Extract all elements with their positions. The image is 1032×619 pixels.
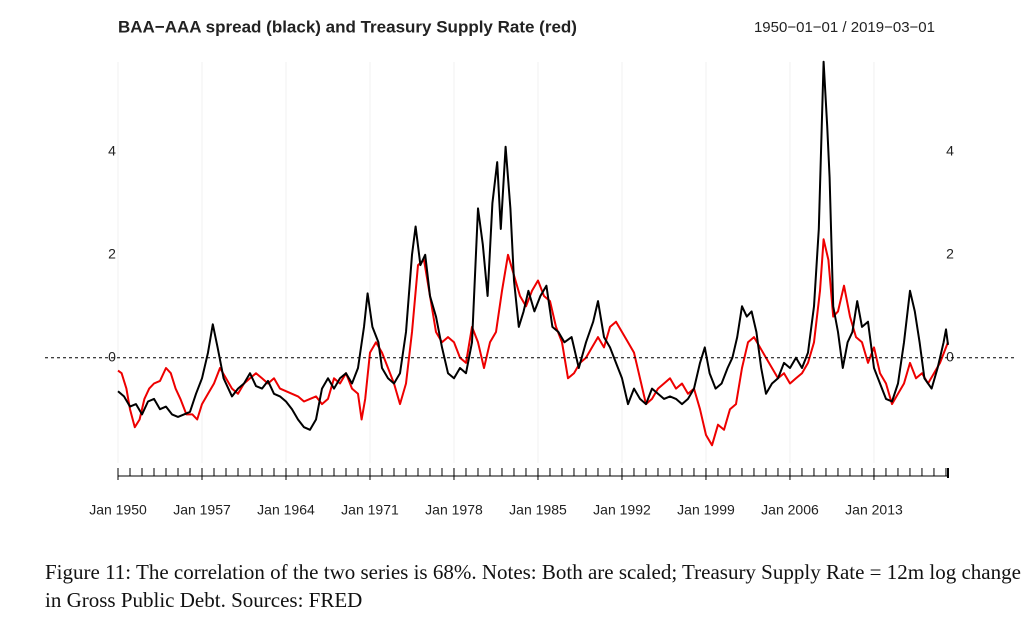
x-tick-label: Jan 1978 [425, 502, 483, 518]
chart: BAA−AAA spread (black) and Treasury Supp… [45, 17, 1015, 518]
chart-title: BAA−AAA spread (black) and Treasury Supp… [118, 17, 577, 36]
y-tick-label: 2 [108, 245, 116, 261]
x-tick-label: Jan 1992 [593, 502, 651, 518]
y2-tick-label: 0 [946, 348, 954, 364]
x-tick-label: Jan 1985 [509, 502, 567, 518]
series-line [117, 60, 949, 431]
y-tick-label: 4 [108, 143, 116, 159]
x-tick-label: Jan 2006 [761, 502, 819, 518]
x-tick-label: Jan 2013 [845, 502, 903, 518]
chart-subtitle: 1950−01−01 / 2019−03−01 [754, 19, 935, 36]
x-tick-label: Jan 1950 [89, 502, 147, 518]
x-tick-label: Jan 1971 [341, 502, 399, 518]
y2-tick-label: 4 [946, 143, 954, 159]
figure-caption: Figure 11: The correlation of the two se… [45, 560, 1021, 612]
x-tick-label: Jan 1999 [677, 502, 735, 518]
x-tick-label: Jan 1957 [173, 502, 231, 518]
y-tick-label: 0 [108, 348, 116, 364]
x-tick-label: Jan 1964 [257, 502, 315, 518]
series-line [117, 238, 949, 447]
y2-tick-label: 2 [946, 245, 954, 261]
